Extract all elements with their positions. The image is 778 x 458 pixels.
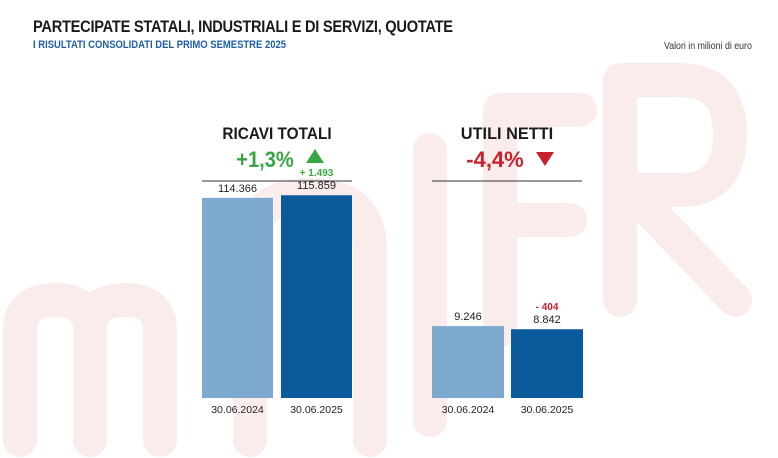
utili-netti-x-tick-1: 30.06.2024 [442, 404, 495, 416]
ricavi-totali-bar-2 [281, 195, 352, 398]
utili-netti-down-arrow-icon [536, 152, 554, 166]
utili-netti-change: -4,4% [466, 147, 524, 172]
ricavi-totali-bar-1 [202, 197, 273, 398]
units-note: Valori in milioni di euro [664, 41, 752, 52]
ricavi-totali-value-label-2: 115.859 [297, 180, 336, 192]
ricavi-totali-value-label-1: 114.366 [218, 183, 257, 195]
ricavi-totali-up-arrow-icon [306, 149, 324, 163]
utili-netti-title: UTILI NETTI [461, 124, 553, 143]
utili-netti-bar-1 [432, 326, 504, 398]
ricavi-totali-change: +1,3% [236, 147, 294, 172]
utili-netti-bar-2 [511, 329, 583, 398]
utili-netti-x-tick-2: 30.06.2025 [521, 404, 574, 416]
page-title: PARTECIPATE STATALI, INDUSTRIALI E DI SE… [33, 17, 453, 36]
ricavi-totali-title: RICAVI TOTALI [222, 124, 331, 143]
page-subtitle: I RISULTATI CONSOLIDATI DEL PRIMO SEMEST… [33, 39, 287, 51]
ricavi-totali-x-tick-1: 30.06.2024 [211, 404, 264, 416]
utili-netti-value-label-2: 8.842 [533, 314, 561, 326]
utili-netti-delta-label: - 404 [536, 302, 559, 313]
utili-netti-value-label-1: 9.246 [454, 311, 482, 323]
ricavi-totali-delta-label: + 1.493 [300, 168, 334, 179]
ricavi-totali-x-tick-2: 30.06.2025 [290, 404, 343, 416]
